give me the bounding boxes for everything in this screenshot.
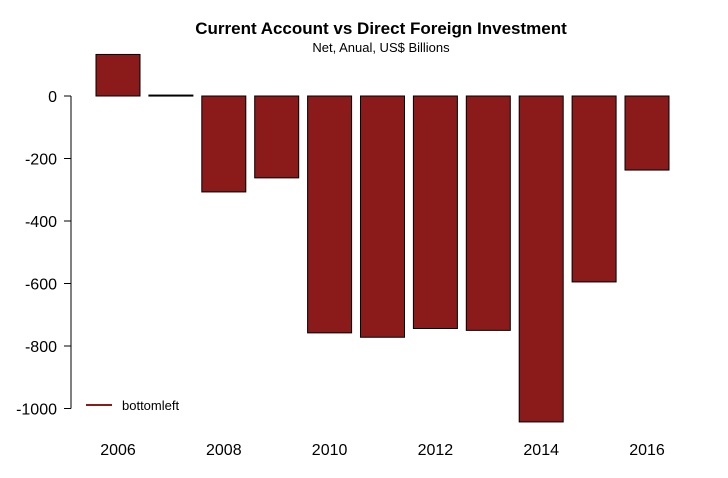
bar-2014 <box>518 95 564 423</box>
legend-label: bottomleft <box>122 398 179 413</box>
bar-2016 <box>624 95 670 171</box>
y-tick-label: 0 <box>48 89 57 106</box>
legend: bottomleft <box>86 398 179 413</box>
x-tick-label: 2014 <box>523 442 559 459</box>
x-tick-label: 2006 <box>100 442 136 459</box>
bar-2006 <box>95 53 141 97</box>
bar-2013 <box>465 95 511 331</box>
x-axis-tick-labels: 2006 2008 2010 2012 2014 2016 <box>100 442 665 459</box>
y-tick-label: -200 <box>25 152 57 169</box>
bar-2015 <box>571 95 617 283</box>
x-tick-label: 2016 <box>629 442 665 459</box>
bar-2012 <box>412 95 458 329</box>
y-tick-label: -600 <box>25 277 57 294</box>
y-tick-label: -800 <box>25 339 57 356</box>
y-axis: 0 -200 -400 -600 -800 -1000 <box>16 89 72 419</box>
bar-2010 <box>307 95 353 334</box>
chart-title: Current Account vs Direct Foreign Invest… <box>195 19 567 38</box>
bar-2009 <box>254 95 300 179</box>
chart-subtitle: Net, Anual, US$ Billions <box>312 40 450 55</box>
bars-group <box>95 53 670 423</box>
x-tick-label: 2012 <box>418 442 454 459</box>
bar-2008 <box>201 95 247 193</box>
y-tick-label: -1000 <box>16 402 57 419</box>
x-tick-label: 2008 <box>206 442 242 459</box>
x-tick-label: 2010 <box>312 442 348 459</box>
bar-2011 <box>360 95 405 338</box>
y-tick-label: -400 <box>25 214 57 231</box>
bar-2007 <box>148 94 194 97</box>
